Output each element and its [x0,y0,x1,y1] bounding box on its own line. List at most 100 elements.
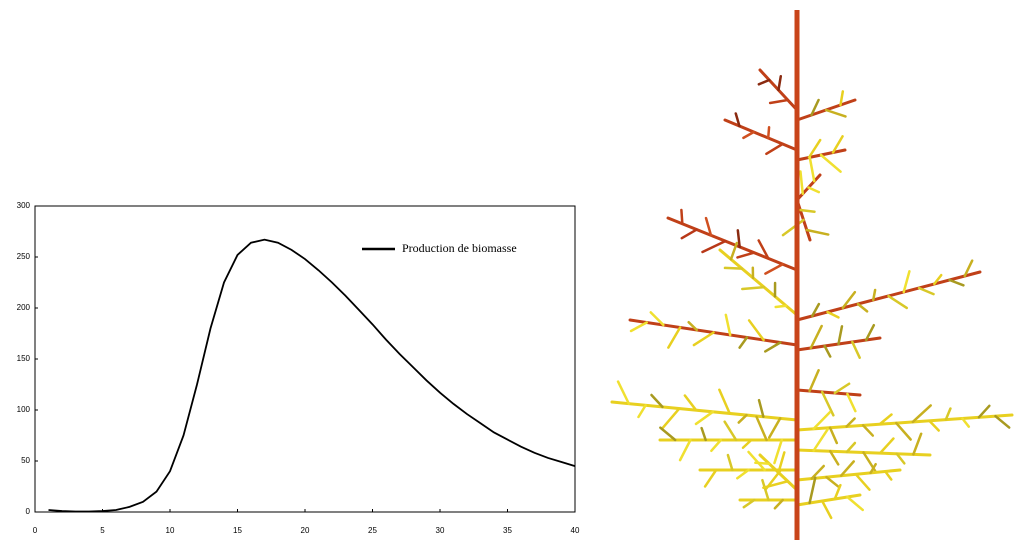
twig [810,464,826,480]
twig [650,393,664,409]
twig [808,476,817,505]
twig [773,498,784,510]
twig [811,302,821,318]
twig [777,451,786,474]
y-tick-label: 300 [17,201,31,210]
plot-frame [34,205,576,513]
twig [878,413,893,426]
branch [795,413,1014,432]
twig [661,407,681,430]
twig [764,341,782,353]
twig [736,229,741,249]
branch [666,216,799,272]
y-tick-label: 50 [21,456,30,465]
twig [961,417,971,428]
twig [825,475,840,488]
twig [757,78,771,86]
twig [799,208,816,213]
twig [723,420,738,442]
twig [808,156,816,183]
twig [820,499,833,520]
twig [845,417,856,428]
twig [831,135,844,154]
twig [701,239,727,254]
twig [809,324,823,350]
twig [805,228,830,236]
twig [747,450,766,472]
y-tick-label: 100 [17,405,31,414]
twig [887,294,909,310]
twig [659,426,677,442]
twig [736,468,750,480]
twig [819,153,842,173]
twig [884,470,893,481]
twig [837,325,844,346]
y-tick-label: 0 [26,507,31,516]
twig [894,421,912,441]
twig [833,483,842,501]
twig [912,432,923,456]
twig [799,170,804,195]
twig [680,208,684,226]
twig [895,452,906,465]
twig [994,414,1011,429]
twig [774,304,788,309]
twig [820,390,835,417]
twig [762,480,789,489]
twig [741,285,766,291]
plant-image [610,10,1014,540]
branch [610,400,799,422]
twig [737,413,748,424]
twig [680,228,698,240]
twig [839,460,856,477]
line-series [48,238,576,513]
twig [738,336,749,349]
twig [928,419,940,432]
twig [704,216,713,237]
twig [724,313,732,337]
twig [845,441,857,454]
branch [718,248,799,317]
twig [963,259,974,278]
twig [637,404,647,419]
twig [781,218,805,237]
twig [742,130,756,140]
x-tick-label: 5 [100,526,105,535]
x-tick-label: 20 [301,526,310,535]
twig [726,453,734,472]
y-tick-label: 250 [17,252,31,261]
y-tick-label: 200 [17,303,31,312]
twig [734,112,741,128]
twig [742,498,756,509]
twig [667,326,682,349]
twig [902,270,911,294]
twig [700,426,707,442]
x-tick-label: 35 [503,526,512,535]
twig [823,344,832,358]
twig [723,266,744,270]
twig [757,239,770,260]
x-tick-label: 40 [571,526,580,535]
twig [854,473,871,491]
x-tick-label: 10 [166,526,175,535]
twig [933,273,943,286]
twig [741,438,753,449]
twig [616,380,631,405]
twig [692,331,715,347]
twig [878,437,895,455]
twig [757,398,765,418]
twig [764,262,784,275]
twig [841,290,857,310]
twig [683,394,698,412]
x-tick-label: 15 [233,526,242,535]
twig [911,404,932,424]
twig [747,319,765,342]
branch [795,493,862,507]
twig [710,438,723,453]
twig [761,478,770,502]
twig [851,340,861,359]
twig [768,98,789,105]
branch [795,388,862,397]
twig [678,438,692,462]
